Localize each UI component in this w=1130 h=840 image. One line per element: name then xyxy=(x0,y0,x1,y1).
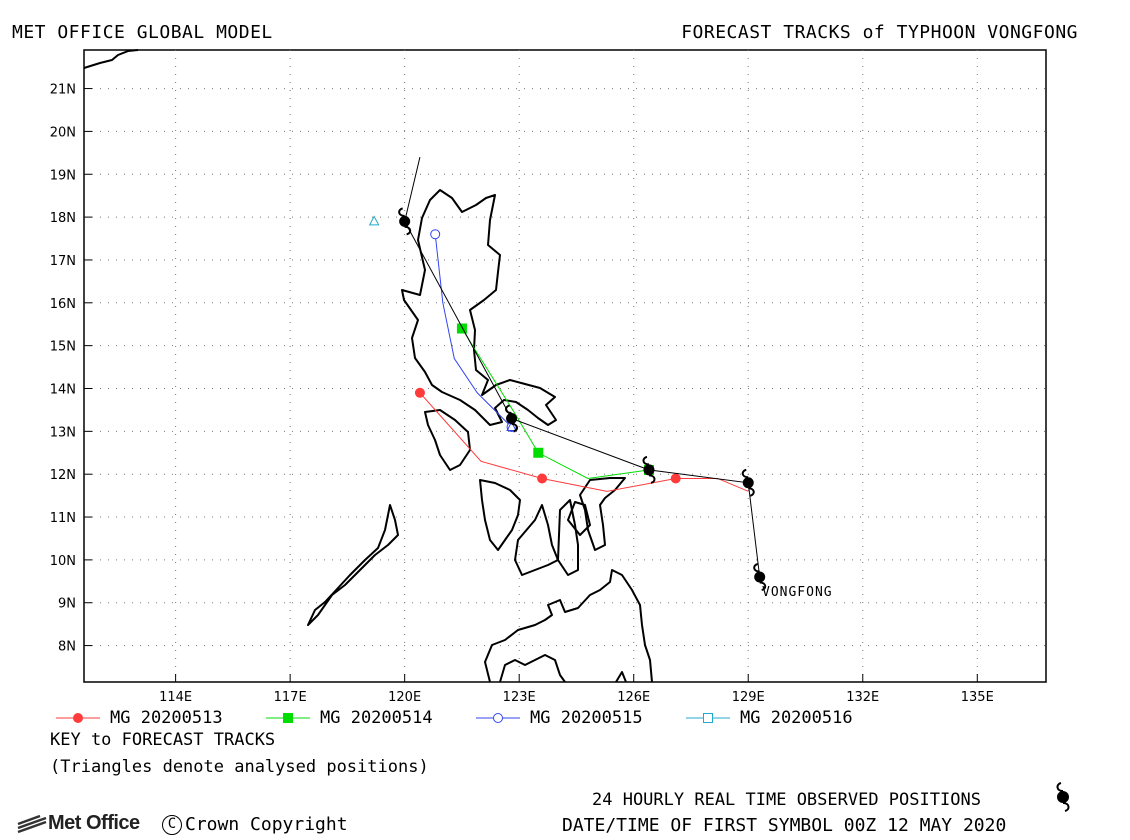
lat-tick-label: 13N xyxy=(50,425,76,440)
lon-tick-label: 126E xyxy=(617,690,650,705)
legend-item-20200516: MG 20200516 xyxy=(686,708,853,728)
lat-tick-label: 21N xyxy=(50,83,76,98)
typhoon-observed-icon xyxy=(505,404,519,433)
lat-tick-label: 20N xyxy=(50,125,76,140)
analysed-position-triangle xyxy=(506,420,517,432)
forecast-marker xyxy=(670,473,681,484)
lat-tick-label: 9N xyxy=(58,597,76,612)
logo-text: Met Office xyxy=(48,812,140,834)
coastline-palawan xyxy=(307,504,399,626)
coastline-mindanao-inner xyxy=(499,654,566,683)
met-office-logo: Met Office xyxy=(16,812,140,835)
lat-tick-label: 15N xyxy=(50,340,76,355)
title-left: MET OFFICE GLOBAL MODEL xyxy=(12,22,273,43)
coastline-cebu xyxy=(557,499,579,576)
typhoon-symbol-icon xyxy=(1056,782,1070,812)
coastline-luzon xyxy=(401,189,557,426)
copyright: C Crown Copyright xyxy=(162,814,348,835)
coastline-samar xyxy=(579,477,626,551)
key-note: (Triangles denote analysed positions) xyxy=(50,757,429,777)
legend-item-20200513: MG 20200513 xyxy=(56,708,223,728)
key-title: KEY to FORECAST TRACKS xyxy=(50,730,276,750)
observed-track-line xyxy=(404,157,761,578)
legend-item-20200515: MG 20200515 xyxy=(476,708,643,728)
first-symbol-datetime: DATE/TIME OF FIRST SYMBOL 00Z 12 MAY 202… xyxy=(562,815,1007,836)
lon-tick-label: 132E xyxy=(846,690,879,705)
forecast-track-line xyxy=(434,234,512,428)
coastline-taiwan xyxy=(83,49,139,69)
forecast-marker xyxy=(414,387,425,398)
typhoon-observed-icon xyxy=(753,563,767,592)
legend-marker-square-open xyxy=(686,713,730,723)
legend-label: MG 20200516 xyxy=(740,708,853,728)
observed-note: 24 HOURLY REAL TIME OBSERVED POSITIONS xyxy=(592,790,981,810)
lat-tick-label: 12N xyxy=(50,468,76,483)
legend-label: MG 20200514 xyxy=(320,708,433,728)
forecast-track-line xyxy=(461,328,650,479)
forecast-marker xyxy=(533,447,544,458)
lat-tick-label: 17N xyxy=(50,254,76,269)
storm-label: VONGFONG xyxy=(762,585,833,600)
forecast-track-line xyxy=(419,392,749,492)
map-frame xyxy=(83,49,1047,683)
coastline-panay xyxy=(479,479,521,551)
title-right: FORECAST TRACKS of TYPHOON VONGFONG xyxy=(681,22,1078,43)
legend-item-20200514: MG 20200514 xyxy=(266,708,433,728)
lat-tick-label: 8N xyxy=(58,640,76,655)
lon-tick-label: 123E xyxy=(503,690,536,705)
coastline-leyte-bohol xyxy=(567,501,591,536)
coastline xyxy=(83,49,653,683)
legend-label: MG 20200513 xyxy=(110,708,223,728)
analysed-position-triangle xyxy=(368,215,380,226)
coastline-negros xyxy=(514,504,559,576)
lat-tick-label: 16N xyxy=(50,297,76,312)
forecast-marker xyxy=(537,473,548,484)
forecast-marker xyxy=(430,229,441,240)
coastline-mindanao xyxy=(484,569,653,683)
coastline-mindanao-east xyxy=(615,671,627,683)
forecast-marker xyxy=(456,323,467,334)
copyright-icon: C xyxy=(162,815,182,835)
copyright-text: Crown Copyright xyxy=(185,814,348,835)
legend-label: MG 20200515 xyxy=(530,708,643,728)
lat-tick-label: 14N xyxy=(50,382,76,397)
lat-tick-label: 18N xyxy=(50,211,76,226)
lat-tick-label: 11N xyxy=(50,511,76,526)
lon-tick-label: 135E xyxy=(961,690,994,705)
observed-track xyxy=(398,157,767,592)
forecast-tracks xyxy=(368,215,749,492)
lon-tick-label: 117E xyxy=(274,690,307,705)
met-office-logo-icon xyxy=(17,814,47,833)
lat-tick-label: 10N xyxy=(50,554,76,569)
legend-marker-circle-filled xyxy=(56,713,100,723)
lon-tick-label: 120E xyxy=(388,690,421,705)
typhoon-observed-icon xyxy=(398,207,412,236)
lat-tick-label: 19N xyxy=(50,168,76,183)
axis-labels: 114E 117E 120E 123E 126E 129E 132E 135E 21N 20N 19… xyxy=(50,83,994,705)
legend-marker-square-filled xyxy=(266,713,310,723)
typhoon-observed-icon xyxy=(642,455,656,484)
typhoon-observed-icon xyxy=(741,468,755,497)
coastline-mindoro xyxy=(424,409,471,471)
lon-tick-label: 129E xyxy=(732,690,765,705)
legend-marker-circle-open xyxy=(476,713,520,723)
lon-tick-label: 114E xyxy=(159,690,192,705)
graticule xyxy=(84,50,1046,682)
